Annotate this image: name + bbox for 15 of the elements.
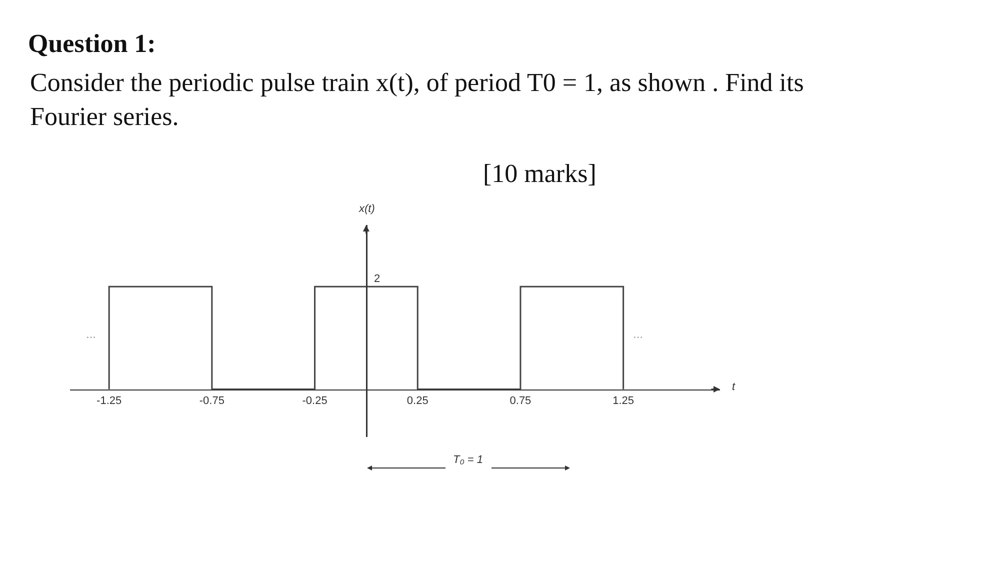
text: 2 bbox=[374, 273, 380, 285]
annotation: ... bbox=[633, 327, 644, 341]
annotation: ... bbox=[86, 327, 96, 341]
text: x(t) bbox=[358, 203, 376, 215]
x-tick-label: -0.25 bbox=[302, 394, 328, 407]
text: T₀ = 1 bbox=[453, 454, 484, 466]
text: [10 marks] bbox=[483, 159, 596, 188]
x-tick-label: 0.25 bbox=[406, 394, 428, 407]
x-tick-label: 1.25 bbox=[612, 394, 634, 407]
x-tick-label: 0.75 bbox=[510, 394, 532, 407]
chart-title: Question 1: bbox=[28, 29, 156, 58]
x-tick-label: -0.75 bbox=[199, 394, 224, 407]
chart-subtitle: Consider the periodic pulse train x(t), of period T0 = 1, as shown . Find its Fourier series. bbox=[30, 68, 804, 131]
x-tick-label: -1.25 bbox=[96, 394, 122, 407]
x-axis-title: t bbox=[732, 381, 736, 393]
